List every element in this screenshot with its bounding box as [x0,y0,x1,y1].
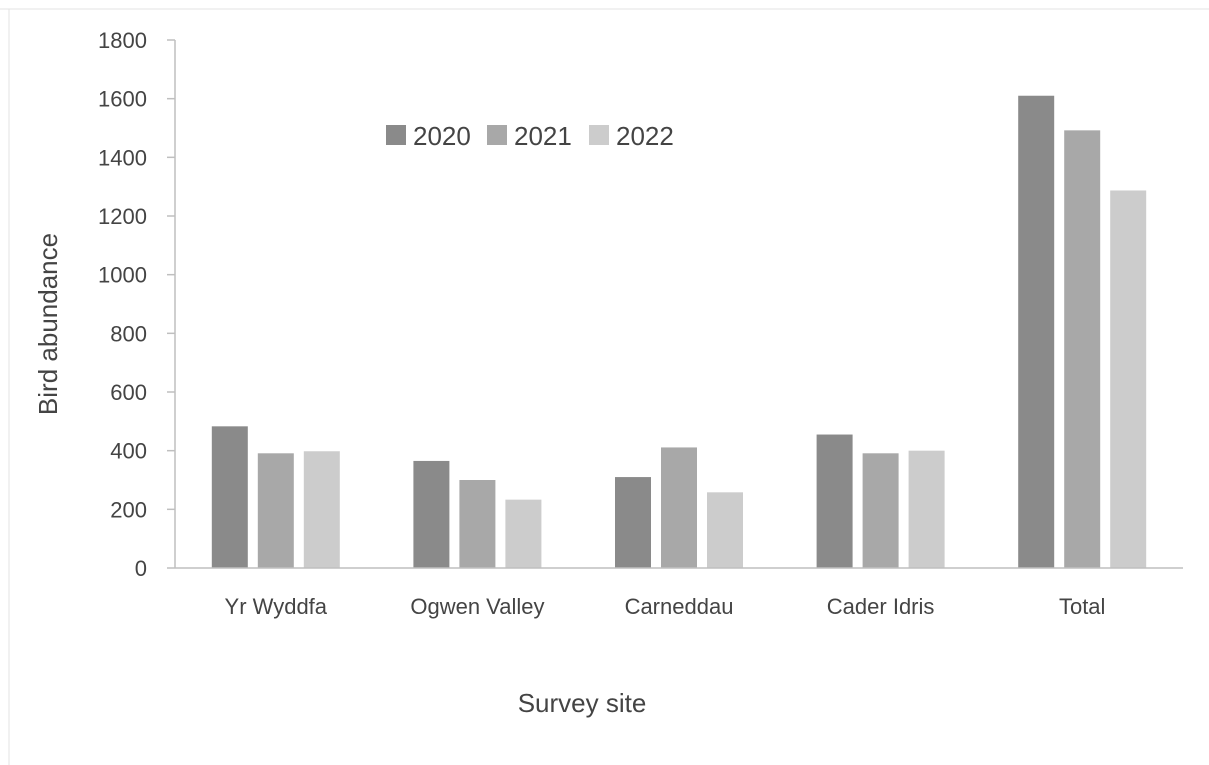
y-axis-ticks: 0 200 400 600 800 1000 1200 1400 1600 1800 [98,28,175,581]
bar-2021-1 [459,480,496,568]
y-tick-label: 200 [110,497,147,522]
legend: 2020 2021 2022 [386,121,674,151]
bar-2021-2 [661,447,697,568]
bar-2021-0 [257,453,294,568]
x-category-label: Total [1059,594,1105,619]
bar-2022-0 [303,451,340,568]
bar-2022-3 [908,450,945,568]
bar-2020-4 [1018,95,1055,568]
y-tick-label: 1400 [98,145,147,170]
legend-swatch-2020 [386,125,406,145]
y-tick-label: 1600 [98,87,147,112]
y-tick-label: 800 [110,321,147,346]
legend-label-2022: 2022 [616,121,674,151]
bar-2020-0 [211,426,248,568]
legend-label-2021: 2021 [514,121,572,151]
x-category-label: Ogwen Valley [410,594,544,619]
bar-2021-4 [1064,130,1101,568]
bar-2020-3 [816,434,853,568]
legend-swatch-2022 [589,125,609,145]
x-category-label: Cader Idris [827,594,935,619]
legend-label-2020: 2020 [413,121,471,151]
bar-2022-1 [505,499,542,568]
y-tick-label: 1800 [98,28,147,53]
bar-2020-2 [615,477,651,568]
bar-2022-2 [707,492,743,568]
x-axis-title: Survey site [518,688,647,718]
bar-2022-4 [1110,190,1147,569]
bars-group [211,95,1147,569]
x-category-label: Yr Wyddfa [225,594,328,619]
y-tick-label: 400 [110,439,147,464]
y-tick-label: 1000 [98,263,147,288]
y-tick-label: 0 [135,556,147,581]
y-axis-title: Bird abundance [33,233,63,415]
bar-2021-3 [862,453,899,568]
x-axis-category-labels: Yr Wyddfa Ogwen Valley Carneddau Cader Idri… [225,594,1106,619]
x-category-label: Carneddau [625,594,734,619]
y-tick-label: 1200 [98,204,147,229]
bar-2020-1 [413,460,450,568]
legend-swatch-2021 [487,125,507,145]
y-tick-label: 600 [110,380,147,405]
